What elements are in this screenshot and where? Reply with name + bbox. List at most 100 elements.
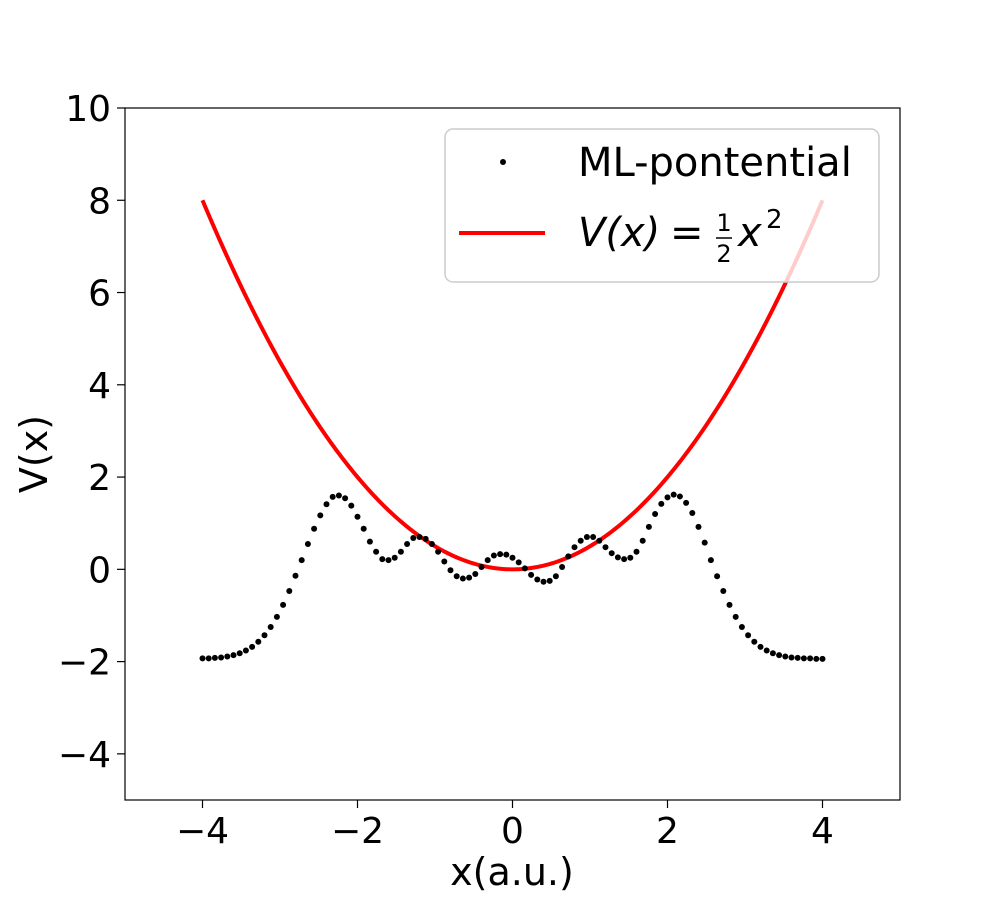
ml-potential-point <box>490 552 497 559</box>
ml-potential-point <box>428 540 435 547</box>
ml-potential-point <box>211 654 218 661</box>
ml-potential-point <box>441 558 448 565</box>
ml-potential-point <box>453 573 460 580</box>
ml-potential-point <box>608 550 615 557</box>
ml-potential-point <box>410 534 417 541</box>
ml-potential-point <box>342 495 349 502</box>
ml-potential-point <box>800 655 807 662</box>
ml-potential-point <box>819 655 826 662</box>
ml-potential-point <box>627 554 634 561</box>
ml-potential-point <box>509 554 516 561</box>
ml-potential-point <box>466 574 473 581</box>
ml-potential-point <box>652 510 659 517</box>
ml-potential-point <box>292 572 299 579</box>
ml-potential-point <box>416 534 423 541</box>
ml-potential-point <box>565 553 572 560</box>
ml-potential-point <box>732 613 739 620</box>
ml-potential-point <box>614 554 621 561</box>
y-tick-label: −4 <box>58 735 111 776</box>
ml-potential-point <box>720 588 727 595</box>
ml-potential-point <box>577 537 584 544</box>
ml-potential-point <box>602 544 609 551</box>
x-axis-label: x(a.u.) <box>450 850 574 894</box>
ml-potential-point <box>528 571 535 578</box>
plot-area <box>199 199 826 662</box>
ml-potential-point <box>738 624 745 630</box>
ml-potential-point <box>794 654 801 661</box>
ml-potential-point <box>373 548 380 555</box>
ml-potential-point <box>391 554 398 561</box>
y-tick-label: 8 <box>88 181 111 222</box>
y-tick-label: 2 <box>88 458 111 499</box>
ml-potential-point <box>354 513 361 520</box>
y-tick-label: 6 <box>88 274 111 315</box>
ml-potential-point <box>782 653 789 660</box>
ml-potential-point <box>776 652 783 659</box>
ml-potential-point <box>658 500 665 507</box>
ml-potential-point <box>242 647 249 654</box>
ml-potential-point <box>348 502 355 509</box>
ml-potential-point <box>769 650 776 657</box>
ml-potential-point <box>311 525 318 532</box>
ml-potential-point <box>236 650 243 657</box>
ml-potential-point <box>707 557 714 564</box>
ml-potential-point <box>422 535 429 542</box>
legend-harmonic-frac-num: 1 <box>716 209 731 237</box>
ml-potential-point <box>745 632 752 639</box>
ml-potential-point <box>534 576 541 583</box>
ml-potential-point <box>404 540 411 547</box>
ml-potential-point <box>230 652 237 659</box>
ml-potential-point <box>559 564 566 571</box>
ml-potential-point <box>379 556 386 563</box>
ml-potential-point <box>205 655 212 662</box>
legend-harmonic-exp: 2 <box>766 205 783 235</box>
x-tick-label: 0 <box>501 811 524 852</box>
ml-potential-point <box>695 523 702 530</box>
ml-potential-point <box>757 643 764 650</box>
harmonic-potential-line <box>200 199 825 572</box>
ml-potential-point <box>447 567 454 574</box>
ml-potential-point <box>317 512 324 519</box>
legend-label-harmonic: V(x) = 1 2 x 2 <box>578 205 783 268</box>
y-tick-label: 0 <box>88 550 111 591</box>
ml-potential-point <box>478 564 485 571</box>
legend-harmonic-eq: = <box>670 210 704 256</box>
ml-potential-point <box>546 577 553 584</box>
ml-potential-point <box>788 654 795 661</box>
ml-potential-point <box>664 494 671 501</box>
y-tick-label: 10 <box>65 89 111 130</box>
legend-marker-ml <box>500 159 506 165</box>
ml-potential-point <box>323 501 330 508</box>
ml-potential-point <box>552 573 559 580</box>
ml-potential-point <box>255 638 262 645</box>
ml-potential-point <box>503 551 510 558</box>
y-tick-label: −2 <box>58 643 111 684</box>
ml-potential-point <box>676 493 683 500</box>
ml-potential-point <box>645 523 652 530</box>
x-tick-label: −2 <box>331 811 384 852</box>
ml-potential-point <box>435 548 442 555</box>
ml-potential-point <box>583 534 590 541</box>
ml-potential-point <box>751 638 758 645</box>
ml-potential-point <box>224 653 231 660</box>
ml-potential-point <box>267 624 274 630</box>
ml-potential-point <box>807 655 814 662</box>
ml-potential-point <box>515 559 522 566</box>
ml-potential-point <box>813 655 820 662</box>
y-tick-label: 4 <box>88 366 111 407</box>
ml-potential-point <box>472 570 479 577</box>
ml-potential-point <box>335 492 342 499</box>
legend-harmonic-var: x <box>736 210 762 256</box>
ml-potential-point <box>683 499 690 506</box>
ml-potential-point <box>497 551 504 558</box>
legend-harmonic-lhs: V(x) <box>578 210 660 256</box>
y-axis-label: V(x) <box>12 415 56 493</box>
ml-potential-point <box>273 613 280 620</box>
x-tick-label: 2 <box>656 811 679 852</box>
ml-potential-point <box>571 544 578 551</box>
ml-potential-point <box>199 655 206 662</box>
ml-potential-point <box>633 548 640 555</box>
ml-potential-point <box>385 557 392 564</box>
